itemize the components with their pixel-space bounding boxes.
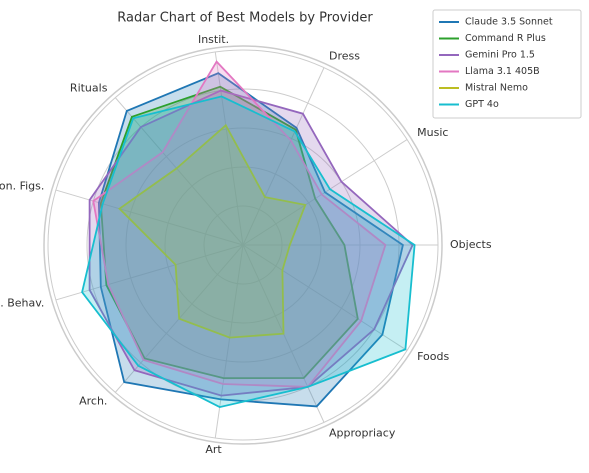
legend-box [432,9,582,119]
radar-area [99,85,359,380]
radar-area [81,95,416,409]
legend-label: Mistral Nemo [465,83,528,94]
spoke [114,97,244,246]
legend-label: Llama 3.1 405B [465,66,540,77]
category-label: Art [205,443,222,456]
spoke [55,189,244,246]
spoke [214,244,244,439]
category-label: Instit. [198,33,229,46]
radar-area [97,72,404,408]
category-label: Music [417,126,448,139]
category-label: Vis. Behav. [0,296,44,309]
radar-area [118,123,307,339]
radar-area [92,60,387,388]
chart-title: Radar Chart of Best Models by Provider [117,11,373,26]
radar-area [88,89,414,397]
category-label: Icon. Figs. [0,180,44,193]
category-label: Dress [329,50,360,63]
category-label: Arch. [79,394,107,407]
frame [43,45,443,445]
spoke [214,51,244,246]
spoke [242,67,325,246]
legend-label: Gemini Pro 1.5 [465,50,535,61]
legend-label: GPT 4o [465,99,499,110]
category-label: Rituals [70,82,108,95]
category-label: Appropriacy [329,426,396,439]
spoke [55,244,244,301]
spoke [242,244,408,351]
category-label: Objects [450,238,492,251]
legend-label: Command R Plus [465,33,546,44]
legend-label: Claude 3.5 Sonnet [465,17,553,28]
category-label: Foods [417,350,449,363]
